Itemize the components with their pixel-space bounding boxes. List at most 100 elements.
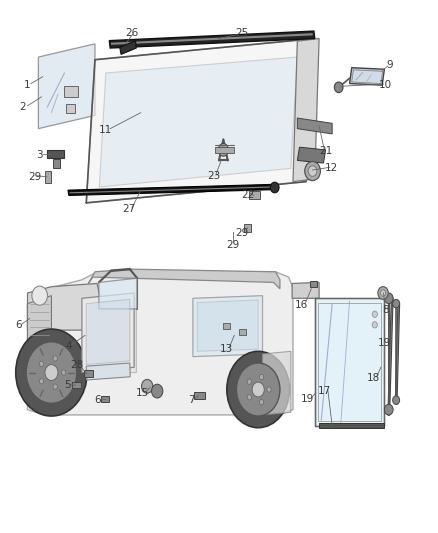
- Text: 9: 9: [387, 60, 393, 70]
- Text: 15: 15: [136, 387, 149, 398]
- Circle shape: [61, 370, 66, 375]
- Circle shape: [45, 365, 58, 381]
- Circle shape: [259, 399, 264, 405]
- Text: 19: 19: [378, 338, 391, 349]
- Polygon shape: [53, 159, 60, 168]
- Text: 7: 7: [188, 395, 194, 405]
- Polygon shape: [99, 278, 137, 309]
- Circle shape: [385, 405, 393, 415]
- Polygon shape: [45, 171, 50, 183]
- Text: 8: 8: [382, 305, 389, 315]
- Text: 6: 6: [15, 320, 22, 330]
- Text: 23: 23: [207, 171, 220, 181]
- Polygon shape: [111, 33, 313, 45]
- Circle shape: [381, 290, 386, 296]
- Polygon shape: [82, 293, 134, 373]
- Polygon shape: [350, 68, 385, 85]
- Polygon shape: [101, 396, 110, 402]
- Polygon shape: [86, 298, 136, 373]
- Polygon shape: [86, 300, 130, 365]
- Polygon shape: [311, 281, 317, 287]
- Polygon shape: [84, 370, 93, 377]
- Text: 22: 22: [241, 190, 254, 200]
- Polygon shape: [250, 191, 260, 199]
- Polygon shape: [244, 224, 251, 232]
- Circle shape: [32, 286, 47, 305]
- Polygon shape: [86, 38, 315, 203]
- Text: 27: 27: [122, 204, 135, 214]
- Text: 21: 21: [319, 146, 333, 156]
- Text: 6: 6: [95, 395, 101, 405]
- Circle shape: [237, 363, 280, 416]
- Circle shape: [53, 356, 57, 361]
- Text: 11: 11: [99, 125, 112, 135]
- Text: 29: 29: [235, 228, 248, 238]
- Polygon shape: [194, 392, 205, 399]
- Circle shape: [247, 379, 251, 384]
- Text: 10: 10: [379, 79, 392, 90]
- Circle shape: [270, 182, 279, 193]
- Text: 29: 29: [28, 172, 41, 182]
- Circle shape: [372, 321, 378, 328]
- Circle shape: [259, 374, 264, 379]
- Polygon shape: [352, 70, 383, 84]
- Polygon shape: [293, 38, 319, 182]
- Circle shape: [252, 382, 264, 397]
- Text: 13: 13: [220, 344, 233, 354]
- Circle shape: [39, 361, 44, 367]
- Circle shape: [141, 379, 153, 393]
- Circle shape: [372, 311, 378, 317]
- Circle shape: [26, 342, 77, 403]
- Circle shape: [53, 384, 57, 389]
- Circle shape: [227, 351, 290, 427]
- Polygon shape: [72, 382, 81, 389]
- Polygon shape: [66, 104, 74, 113]
- Text: 19: 19: [301, 394, 314, 404]
- Polygon shape: [64, 86, 78, 97]
- Text: 3: 3: [36, 150, 43, 159]
- Polygon shape: [262, 351, 291, 415]
- Polygon shape: [395, 304, 399, 405]
- Polygon shape: [28, 272, 293, 415]
- Circle shape: [392, 300, 399, 308]
- Text: 4: 4: [66, 341, 72, 351]
- Polygon shape: [86, 363, 130, 380]
- Text: 28: 28: [70, 360, 83, 370]
- Circle shape: [378, 287, 389, 300]
- Circle shape: [218, 143, 229, 156]
- Text: 29: 29: [226, 240, 240, 251]
- Circle shape: [39, 378, 44, 384]
- Circle shape: [267, 387, 271, 392]
- Polygon shape: [28, 284, 102, 330]
- Circle shape: [392, 396, 399, 405]
- Text: 1: 1: [23, 79, 30, 90]
- Polygon shape: [120, 41, 136, 54]
- Polygon shape: [99, 57, 297, 187]
- Text: 18: 18: [367, 373, 380, 383]
- Circle shape: [308, 166, 317, 176]
- Circle shape: [305, 161, 321, 181]
- Polygon shape: [110, 31, 315, 48]
- Polygon shape: [297, 147, 325, 163]
- Text: 26: 26: [125, 28, 138, 38]
- Polygon shape: [39, 44, 95, 128]
- Polygon shape: [88, 269, 280, 289]
- Polygon shape: [28, 296, 51, 341]
- Polygon shape: [197, 300, 258, 351]
- Text: 17: 17: [318, 385, 331, 395]
- Text: 2: 2: [19, 102, 25, 112]
- Polygon shape: [315, 298, 385, 425]
- Polygon shape: [292, 282, 319, 298]
- Polygon shape: [215, 147, 234, 152]
- Polygon shape: [69, 187, 274, 193]
- Polygon shape: [388, 298, 393, 415]
- Polygon shape: [223, 322, 230, 329]
- Polygon shape: [297, 118, 332, 134]
- Text: 12: 12: [325, 164, 338, 173]
- Polygon shape: [193, 296, 262, 357]
- Circle shape: [334, 82, 343, 93]
- Text: 5: 5: [64, 380, 71, 390]
- Circle shape: [247, 394, 251, 400]
- Polygon shape: [47, 150, 64, 158]
- Circle shape: [152, 384, 163, 398]
